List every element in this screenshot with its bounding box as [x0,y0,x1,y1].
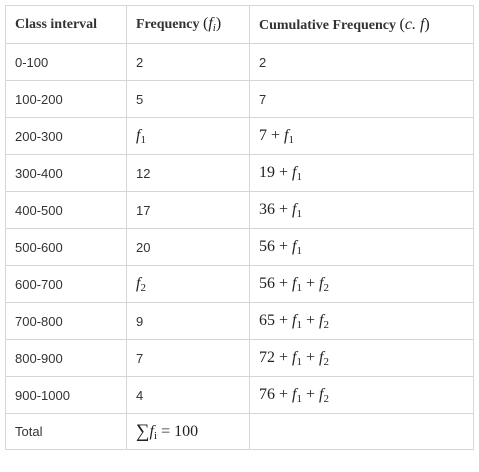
cell-class-interval: 700-800 [5,302,127,340]
cell-cumulative-frequency: 76 + f1 + f2 [249,376,474,414]
cell-cumulative-frequency: 56 + f1 + f2 [249,265,474,303]
header-row: Class interval Frequency (fi) Cumulative… [5,5,474,44]
cell-frequency: f2 [126,265,250,303]
cell-class-interval: 200-300 [5,117,127,155]
cell-frequency: f1 [126,117,250,155]
cell-class-interval: 400-500 [5,191,127,229]
cell-cumulative-frequency: 65 + f1 + f2 [249,302,474,340]
header-class-interval: Class interval [5,5,127,44]
cell-cumulative-frequency: 72 + f1 + f2 [249,339,474,377]
table-row: 200-300 f1 7 + f1 [5,117,474,155]
cell-class-interval: 900-1000 [5,376,127,414]
cell-frequency: 9 [126,302,250,340]
header-cumulative-frequency: Cumulative Frequency (c. f) [249,5,474,44]
cell-class-interval: 0-100 [5,43,127,81]
cell-class-interval: 300-400 [5,154,127,192]
cell-cumulative-frequency: 7 [249,80,474,118]
cell-frequency: 5 [126,80,250,118]
total-row: Total ∑fi = 100 [5,413,474,450]
cell-cumulative-frequency: 56 + f1 [249,228,474,266]
cell-total-frequency: ∑fi = 100 [126,413,250,450]
cell-frequency: 12 [126,154,250,192]
table-row: 700-800 9 65 + f1 + f2 [5,302,474,340]
cell-frequency: 20 [126,228,250,266]
cell-class-interval: 100-200 [5,80,127,118]
cell-cumulative-frequency: 19 + f1 [249,154,474,192]
cell-total-label: Total [5,413,127,450]
header-frequency: Frequency (fi) [126,5,250,44]
table-row: 0-100 2 2 [5,43,474,81]
table-body: 0-100 2 2 100-200 5 7 200-300 f1 7 + f1 300-400 12… [5,43,474,450]
frequency-table-container: Class interval Frequency (fi) Cumulative… [5,5,474,450]
table-row: 300-400 12 19 + f1 [5,154,474,192]
cell-frequency: 7 [126,339,250,377]
cell-class-interval: 600-700 [5,265,127,303]
frequency-table: Class interval Frequency (fi) Cumulative… [5,5,474,450]
table-row: 100-200 5 7 [5,80,474,118]
cell-cumulative-frequency: 2 [249,43,474,81]
table-row: 400-500 17 36 + f1 [5,191,474,229]
cell-frequency: 2 [126,43,250,81]
table-row: 600-700 f2 56 + f1 + f2 [5,265,474,303]
cell-cumulative-frequency: 36 + f1 [249,191,474,229]
cell-frequency: 17 [126,191,250,229]
table-row: 900-1000 4 76 + f1 + f2 [5,376,474,414]
cell-class-interval: 500-600 [5,228,127,266]
table-row: 500-600 20 56 + f1 [5,228,474,266]
table-row: 800-900 7 72 + f1 + f2 [5,339,474,377]
cell-cumulative-frequency: 7 + f1 [249,117,474,155]
cell-frequency: 4 [126,376,250,414]
cell-class-interval: 800-900 [5,339,127,377]
cell-total-cumulative [249,413,474,450]
